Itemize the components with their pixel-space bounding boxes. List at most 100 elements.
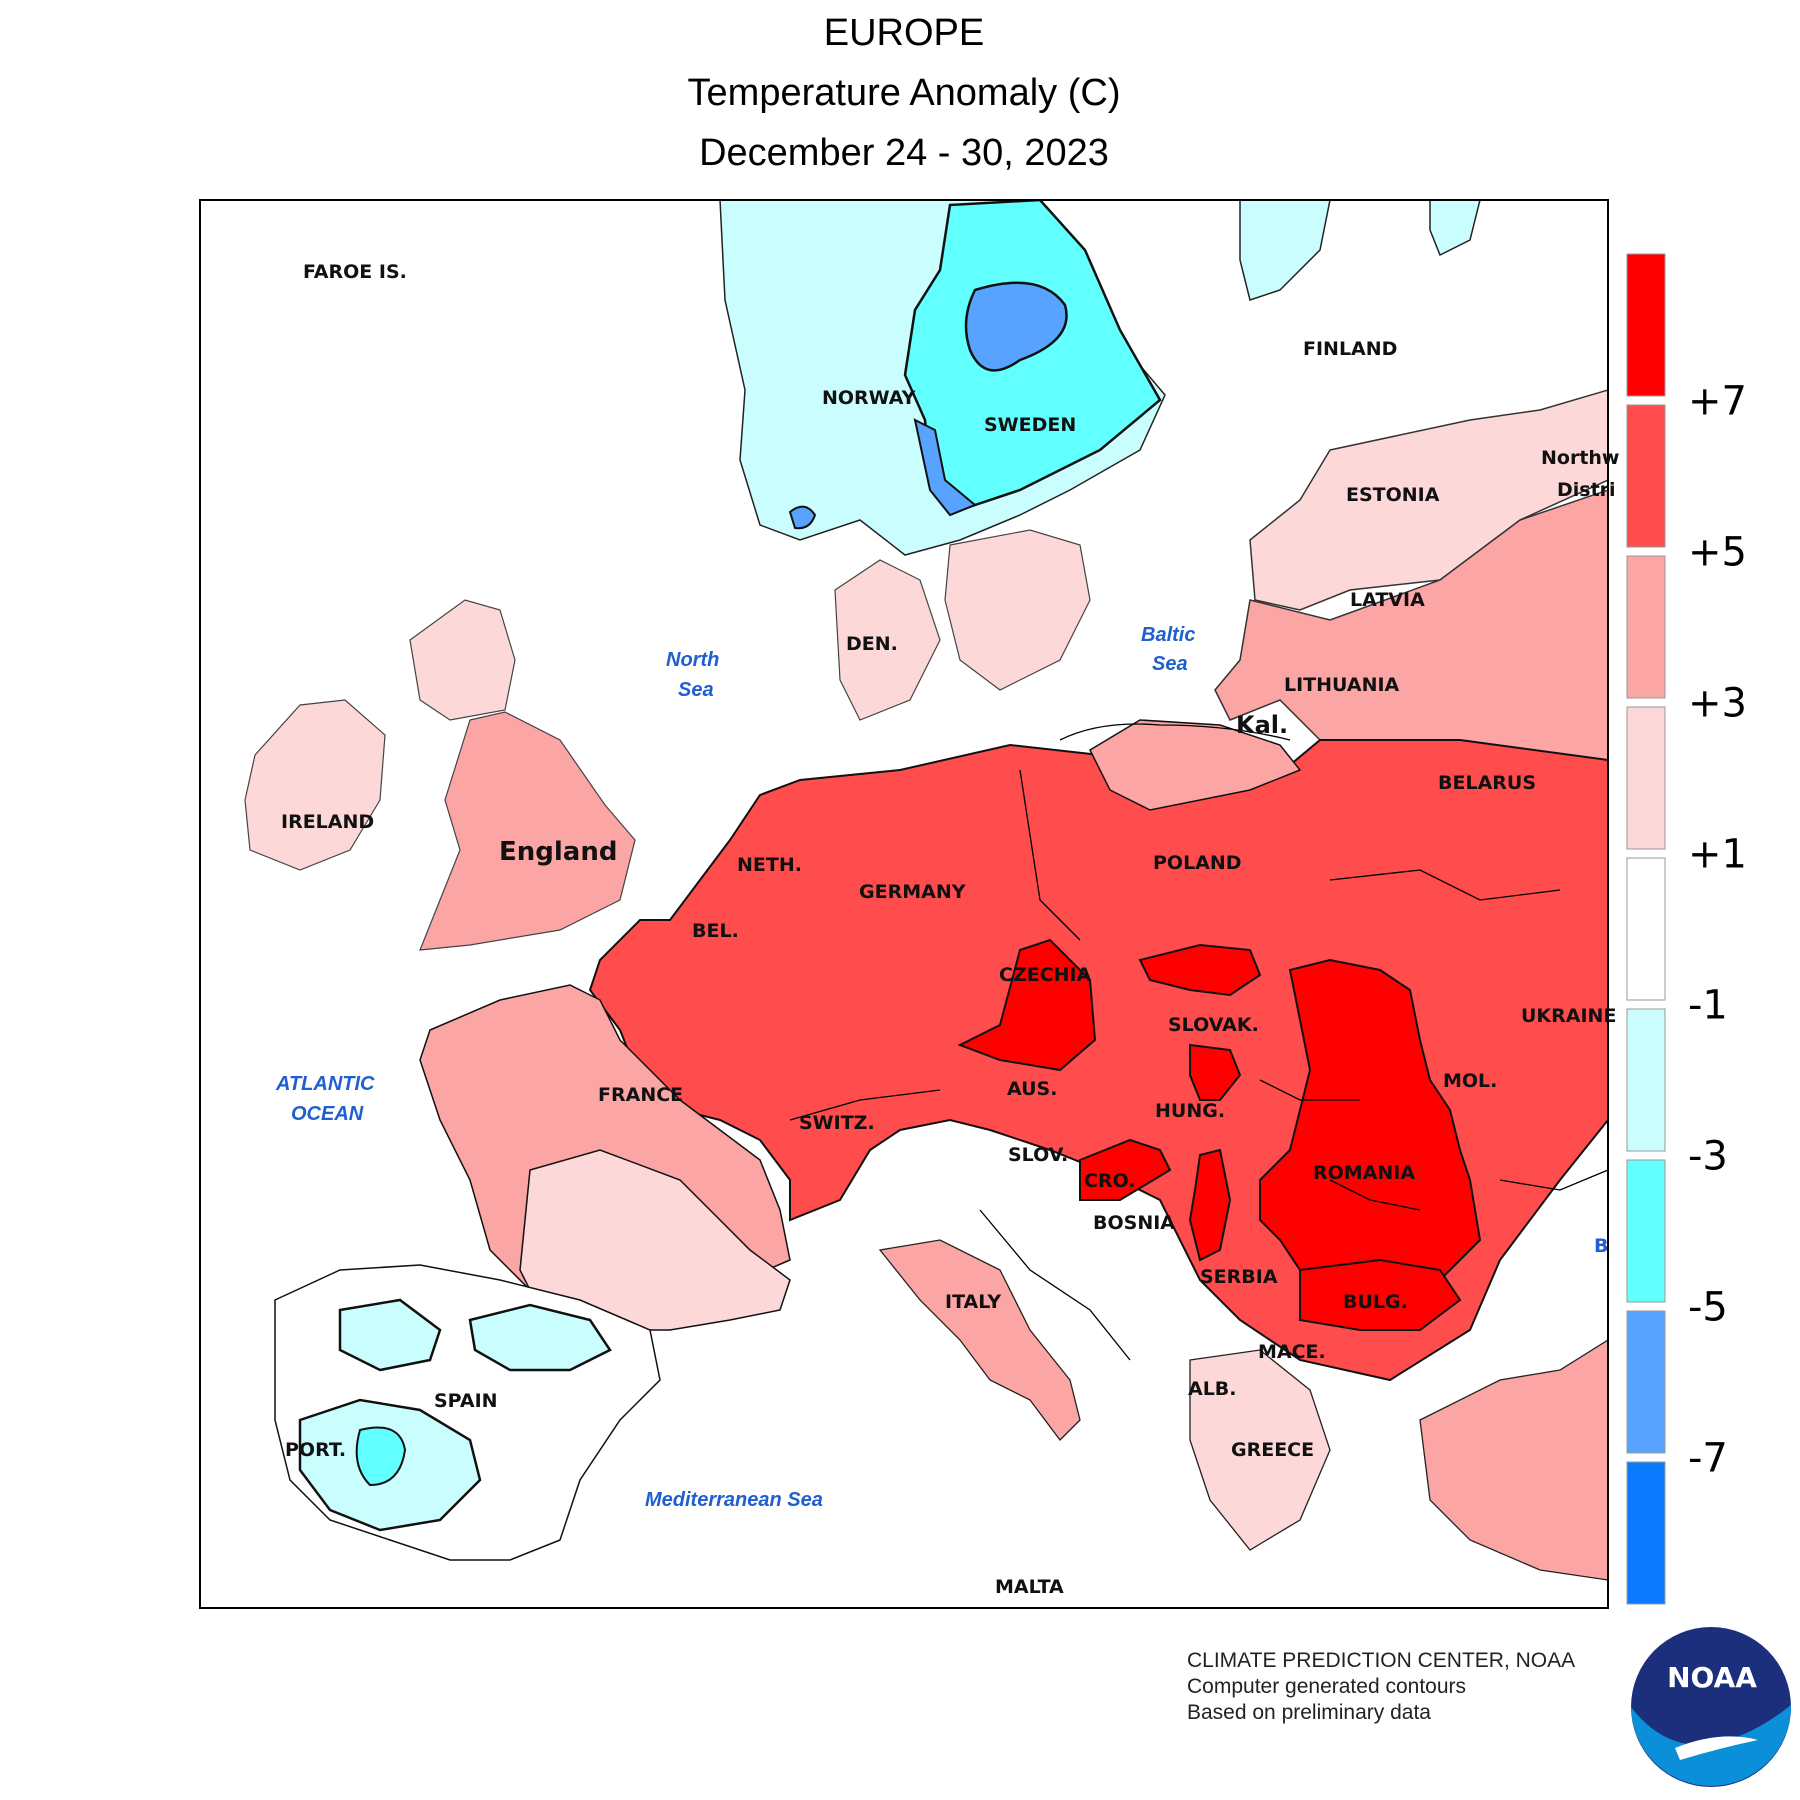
sweden-very-cold-south	[913, 418, 977, 517]
label-netherlands: NETH.	[737, 854, 802, 876]
label-malta: MALTA	[995, 1576, 1064, 1598]
credit-line1: CLIMATE PREDICTION CENTER, NOAA	[1187, 1649, 1576, 1672]
label-spain: SPAIN	[434, 1390, 498, 1412]
label-croatia: CRO.	[1084, 1170, 1136, 1192]
legend-swatch	[1626, 857, 1666, 1001]
legend-tick-label: +1	[1688, 832, 1747, 878]
legend-tick-label: -7	[1688, 1436, 1728, 1482]
legend-swatch	[1626, 253, 1666, 397]
label-greece: GREECE	[1231, 1439, 1314, 1461]
legend-swatch	[1626, 1461, 1666, 1605]
label-slovakia: SLOVAK.	[1168, 1014, 1259, 1036]
country-labels: FAROE IS. NORWAY SWEDEN FINLAND ESTONIA …	[281, 261, 1620, 1598]
credit-line2: Computer generated contours	[1187, 1675, 1466, 1698]
england-warm	[419, 711, 636, 951]
legend-tick-label: -3	[1688, 1134, 1728, 1180]
serbia-hot	[1188, 1148, 1232, 1262]
label-northwest-line2: Distri	[1557, 479, 1616, 501]
alps-ridge	[789, 1089, 941, 1121]
label-belarus: BELARUS	[1438, 772, 1536, 794]
spain-cool-west	[338, 1298, 442, 1372]
map-frame	[199, 199, 1609, 1609]
poland-hot	[1138, 943, 1262, 997]
label-atlantic-line2: OCEAN	[291, 1103, 364, 1125]
map-date-range: December 24 - 30, 2023	[699, 132, 1109, 174]
label-bulgaria: BULG.	[1343, 1291, 1408, 1313]
map-title: EUROPE	[823, 12, 985, 54]
label-england: England	[499, 837, 617, 867]
label-hungary: HUNG.	[1155, 1100, 1225, 1122]
label-kal: Kal.	[1236, 711, 1288, 739]
turkey-warm	[1419, 1339, 1608, 1581]
label-ukraine: UKRAINE	[1521, 1005, 1616, 1027]
legend-swatch	[1626, 555, 1666, 699]
baltic-coast	[1059, 723, 1291, 741]
greece-warm	[1189, 1349, 1331, 1551]
scotland-warm	[409, 599, 516, 721]
noaa-logo: NOAA	[1631, 1627, 1792, 1787]
legend-swatch	[1626, 706, 1666, 850]
label-sweden: SWEDEN	[984, 414, 1076, 436]
denmark-warm	[834, 559, 941, 721]
label-faroe: FAROE IS.	[303, 261, 407, 283]
legend-swatch	[1626, 1159, 1666, 1303]
label-black-sea-partial: B	[1594, 1235, 1608, 1257]
adriatic-coast	[979, 1209, 1131, 1361]
map-subtitle: Temperature Anomaly (C)	[687, 72, 1121, 114]
label-czechia: CZECHIA	[999, 964, 1092, 986]
label-northwest-line1: Northw	[1541, 447, 1620, 469]
label-ireland: IRELAND	[281, 811, 374, 833]
label-estonia: ESTONIA	[1346, 484, 1440, 506]
label-macedonia: MACE.	[1258, 1341, 1326, 1363]
label-serbia: SERBIA	[1200, 1266, 1278, 1288]
legend-tick-label: -1	[1688, 983, 1728, 1029]
legend-swatch	[1626, 404, 1666, 548]
legend-tick-label: +5	[1688, 530, 1747, 576]
label-moldova: MOL.	[1443, 1070, 1497, 1092]
southern-sweden-warm	[944, 529, 1091, 691]
norway-cold-spot	[788, 505, 817, 530]
label-poland: POLAND	[1153, 852, 1242, 874]
ireland-warm	[244, 699, 386, 871]
label-austria: AUS.	[1007, 1078, 1057, 1100]
label-portugal: PORT.	[285, 1439, 346, 1461]
label-north-sea-line1: North	[666, 649, 719, 671]
sea-labels: North Sea Baltic Sea ATLANTIC OCEAN Medi…	[275, 624, 1195, 1511]
legend-swatch	[1626, 1008, 1666, 1152]
poland-warm-top	[1089, 719, 1302, 811]
label-slovenia: SLOV.	[1008, 1144, 1068, 1166]
legend-tick-label: +7	[1688, 379, 1747, 425]
label-north-sea-line2: Sea	[678, 679, 714, 701]
label-baltic-sea-line1: Baltic	[1141, 624, 1195, 646]
italy-warm	[878, 1239, 1081, 1441]
label-denmark: DEN.	[846, 633, 898, 655]
label-france: FRANCE	[598, 1084, 683, 1106]
hungary-hot	[1189, 1043, 1242, 1101]
czechia-hot	[957, 938, 1097, 1072]
color-legend: +7 +5 +3 +1 -1 -3 -5 -7	[1626, 253, 1747, 1605]
balkans-border	[1259, 1079, 1360, 1101]
label-baltic-sea-line2: Sea	[1152, 653, 1188, 675]
finland-cool-strip	[1239, 200, 1331, 301]
romania-border	[1329, 1179, 1421, 1211]
finland-cool-edge	[1429, 200, 1481, 257]
label-latvia: LATVIA	[1350, 589, 1425, 611]
credit-line3: Based on preliminary data	[1187, 1701, 1431, 1724]
logo-text: NOAA	[1667, 1661, 1757, 1694]
ukraine-border	[1329, 869, 1561, 901]
label-mediterranean: Mediterranean Sea	[645, 1489, 823, 1511]
sweden-very-cold	[964, 281, 1068, 372]
map-shading	[200, 200, 1608, 1608]
iberia-cold-spot	[355, 1426, 407, 1487]
poland-border	[1019, 769, 1081, 941]
spain-cool-north	[468, 1303, 612, 1372]
legend-swatch	[1626, 1310, 1666, 1454]
label-lithuania: LITHUANIA	[1284, 674, 1400, 696]
croatia-hot	[1079, 1138, 1172, 1201]
logo-gull-icon	[1675, 1736, 1758, 1760]
label-romania: ROMANIA	[1313, 1162, 1415, 1184]
label-belgium: BEL.	[692, 920, 739, 942]
coastlines	[789, 723, 1608, 1361]
black-sea-coast	[1499, 1169, 1608, 1191]
